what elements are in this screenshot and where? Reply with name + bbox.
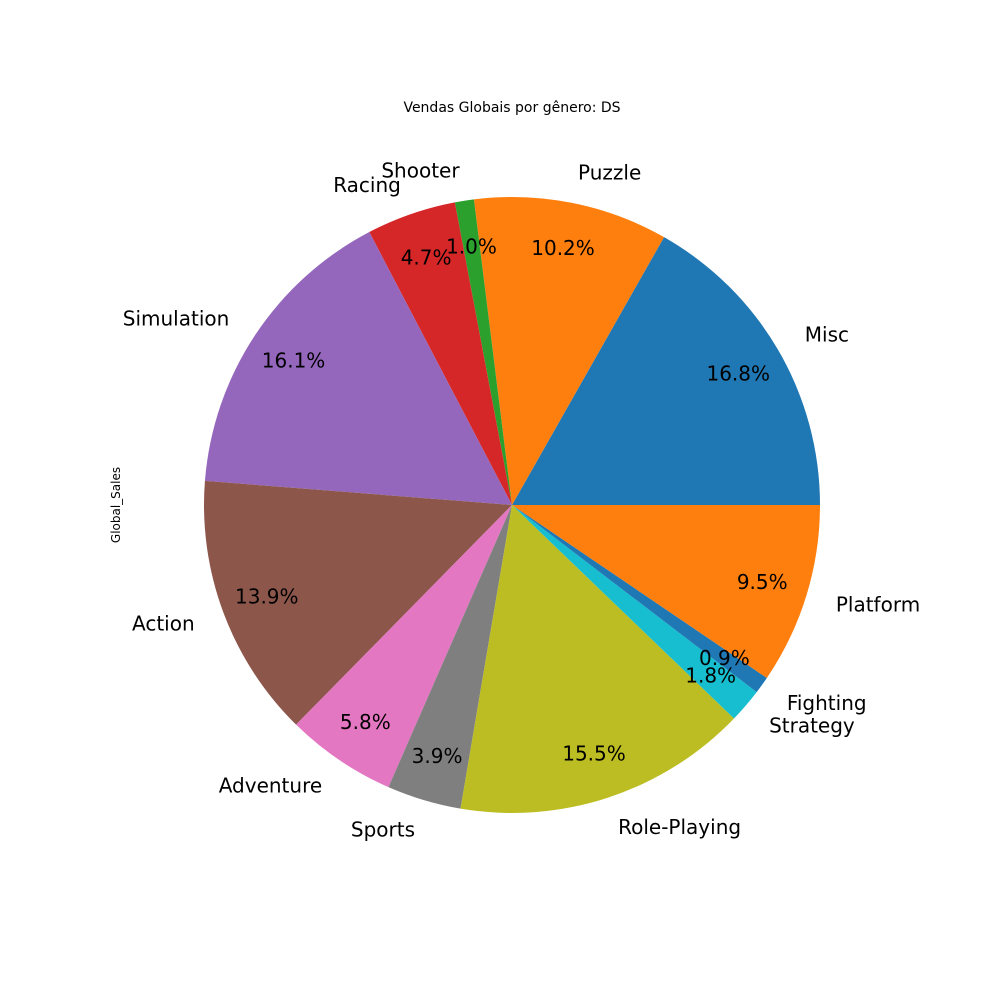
chart-title: Vendas Globais por gênero: DS — [403, 100, 620, 116]
slice-label-misc: Misc — [805, 323, 849, 347]
pie-slice-role-playing — [460, 505, 735, 814]
slice-label-fighting: Fighting — [787, 691, 867, 715]
slice-label-shooter: Shooter — [381, 158, 460, 182]
slice-label-racing: Racing — [333, 173, 401, 197]
pie-labels: Misc 16.8% Puzzle 10.2% Shooter 1.0% Racing 4.7… — [123, 158, 920, 841]
slice-percent-role-playing: 15.5% — [562, 742, 626, 766]
slice-label-role-playing: Role-Playing — [618, 815, 741, 839]
slice-percent-sports: 3.9% — [412, 744, 463, 768]
slice-percent-strategy: 1.8% — [685, 664, 736, 688]
pie-slice-action — [204, 480, 513, 725]
slice-label-sports: Sports — [351, 818, 415, 842]
slice-label-puzzle: Puzzle — [578, 161, 641, 185]
pie-slice-puzzle — [473, 197, 665, 505]
slice-label-platform: Platform — [836, 593, 920, 617]
slice-percent-adventure: 5.8% — [340, 710, 391, 734]
pie-slice-racing — [369, 202, 512, 505]
slice-percent-platform: 9.5% — [737, 570, 788, 594]
slice-label-action: Action — [132, 612, 195, 636]
slice-percent-racing: 4.7% — [401, 246, 452, 270]
pie-slice-platform — [512, 505, 820, 678]
slice-percent-puzzle: 10.2% — [531, 236, 595, 260]
pie-slice-strategy — [512, 505, 757, 719]
slice-percent-action: 13.9% — [235, 585, 299, 609]
pie-slice-adventure — [296, 505, 512, 788]
pie-slice-fighting — [512, 505, 767, 693]
slice-label-strategy: Strategy — [769, 714, 855, 738]
slice-percent-shooter: 1.0% — [446, 234, 497, 258]
pie-slices — [204, 197, 820, 814]
pie-slice-misc — [512, 237, 820, 505]
slice-percent-fighting: 0.9% — [699, 646, 750, 670]
pie-slice-shooter — [454, 199, 512, 505]
slice-percent-simulation: 16.1% — [262, 349, 326, 373]
pie-slice-simulation — [204, 232, 512, 505]
slice-label-simulation: Simulation — [123, 306, 230, 330]
pie-slice-sports — [388, 505, 512, 809]
slice-percent-misc: 16.8% — [706, 361, 770, 385]
y-axis-label: Global_Sales — [109, 467, 123, 543]
slice-label-adventure: Adventure — [219, 774, 322, 798]
